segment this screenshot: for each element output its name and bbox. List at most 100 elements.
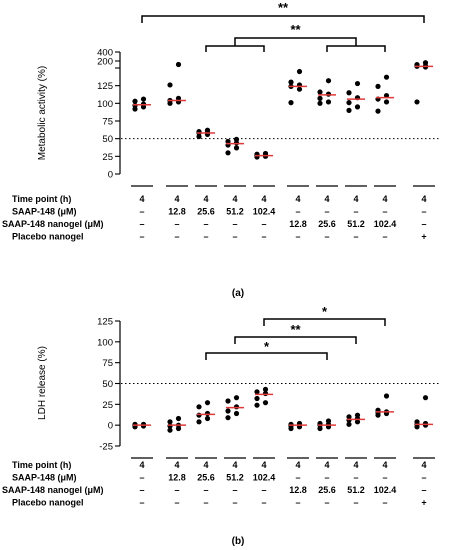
condition-cell: 12.8 bbox=[168, 473, 186, 483]
data-point bbox=[233, 136, 240, 142]
condition-cell: – bbox=[382, 473, 387, 483]
significance-label: ** bbox=[290, 322, 301, 337]
condition-cell: – bbox=[382, 232, 387, 242]
condition-row-label: SAAP-148 (μM) bbox=[12, 473, 77, 483]
y-tick-label: 25 bbox=[102, 400, 113, 411]
group-9 bbox=[375, 74, 394, 114]
data-point bbox=[317, 95, 323, 101]
condition-cell: 25.6 bbox=[197, 473, 215, 483]
group-3 bbox=[196, 127, 215, 140]
condition-row-label: Placebo nanogel bbox=[12, 498, 84, 508]
condition-cell: – bbox=[139, 232, 144, 242]
condition-cell: 4 bbox=[421, 460, 426, 470]
condition-row-label: Time point (h) bbox=[12, 460, 71, 470]
y-tick-label: 50 bbox=[102, 379, 113, 390]
condition-cell: 4 bbox=[324, 194, 329, 204]
data-point bbox=[175, 61, 182, 68]
condition-cell: – bbox=[421, 207, 426, 217]
condition-row-label: Time point (h) bbox=[12, 194, 71, 204]
data-point bbox=[346, 414, 352, 420]
condition-cell: – bbox=[295, 473, 300, 483]
condition-cell: 4 bbox=[261, 460, 266, 470]
condition-cell: 12.8 bbox=[289, 485, 307, 495]
condition-cell: 4 bbox=[203, 460, 208, 470]
condition-cell: – bbox=[232, 498, 237, 508]
y-tick-label: 100 bbox=[97, 99, 113, 110]
condition-cell: – bbox=[139, 473, 144, 483]
condition-cell: – bbox=[353, 498, 358, 508]
condition-cell: – bbox=[261, 498, 266, 508]
condition-cell: 102.4 bbox=[374, 219, 397, 229]
data-point bbox=[132, 98, 138, 104]
panel-label: (b) bbox=[232, 536, 245, 547]
data-point bbox=[288, 79, 294, 85]
condition-cell: 102.4 bbox=[374, 485, 397, 495]
y-tick-label: 50 bbox=[102, 134, 113, 145]
data-point bbox=[375, 83, 381, 89]
significance-bracket bbox=[205, 352, 328, 360]
data-point bbox=[383, 99, 390, 105]
condition-cell: 4 bbox=[382, 460, 387, 470]
condition-cell: – bbox=[203, 485, 208, 495]
data-point bbox=[204, 400, 211, 406]
condition-cell: – bbox=[139, 219, 144, 229]
data-point bbox=[422, 420, 429, 427]
data-point bbox=[225, 138, 231, 145]
condition-cell: – bbox=[295, 207, 300, 217]
condition-cell: – bbox=[382, 207, 387, 217]
significance-bracket bbox=[234, 336, 357, 344]
data-point bbox=[225, 398, 231, 404]
data-point bbox=[204, 127, 211, 133]
group-7 bbox=[317, 78, 336, 106]
data-point bbox=[196, 404, 202, 410]
condition-cell: – bbox=[174, 485, 179, 495]
condition-cell: 51.2 bbox=[226, 473, 244, 483]
data-point bbox=[296, 68, 303, 75]
condition-cell: – bbox=[232, 219, 237, 229]
condition-cell: – bbox=[203, 219, 208, 229]
condition-cell: 4 bbox=[261, 194, 266, 204]
data-point bbox=[204, 410, 211, 417]
data-point bbox=[167, 82, 173, 88]
condition-cell: – bbox=[232, 485, 237, 495]
condition-cell: – bbox=[139, 485, 144, 495]
condition-cell: – bbox=[139, 498, 144, 508]
condition-cell: – bbox=[324, 498, 329, 508]
y-tick-label: 25 bbox=[102, 152, 113, 163]
data-point bbox=[132, 421, 138, 427]
condition-cell: – bbox=[203, 232, 208, 242]
group-2 bbox=[167, 61, 186, 106]
y-tick-label: 100 bbox=[97, 337, 113, 348]
data-point bbox=[233, 410, 240, 417]
condition-cell: 4 bbox=[421, 194, 426, 204]
y-tick-label: 0 bbox=[108, 421, 113, 432]
group-10 bbox=[414, 60, 433, 105]
condition-cell: 102.4 bbox=[253, 207, 276, 217]
data-point bbox=[346, 90, 352, 96]
condition-cell: 4 bbox=[353, 460, 358, 470]
condition-cell: – bbox=[421, 219, 426, 229]
data-point bbox=[375, 108, 381, 114]
data-point bbox=[225, 408, 231, 414]
condition-cell: 4 bbox=[353, 194, 358, 204]
data-point bbox=[317, 100, 323, 106]
condition-row-label: SAAP-148 nanogel (μM) bbox=[2, 485, 104, 495]
condition-cell: – bbox=[203, 498, 208, 508]
data-point bbox=[288, 421, 294, 427]
data-point bbox=[262, 150, 269, 157]
condition-cell: 4 bbox=[139, 460, 144, 470]
condition-cell: 4 bbox=[382, 194, 387, 204]
data-point bbox=[296, 86, 303, 92]
condition-cell: 4 bbox=[232, 460, 237, 470]
group-10 bbox=[414, 395, 433, 430]
condition-cell: – bbox=[261, 485, 266, 495]
condition-cell: – bbox=[261, 219, 266, 229]
y-tick-label: 200 bbox=[97, 57, 113, 68]
data-point bbox=[225, 150, 231, 156]
significance-bracket bbox=[263, 318, 386, 326]
data-point bbox=[422, 60, 429, 66]
data-point bbox=[175, 415, 182, 422]
data-point bbox=[140, 421, 147, 427]
panel-label: (a) bbox=[232, 288, 244, 299]
condition-cell: 25.6 bbox=[197, 207, 215, 217]
